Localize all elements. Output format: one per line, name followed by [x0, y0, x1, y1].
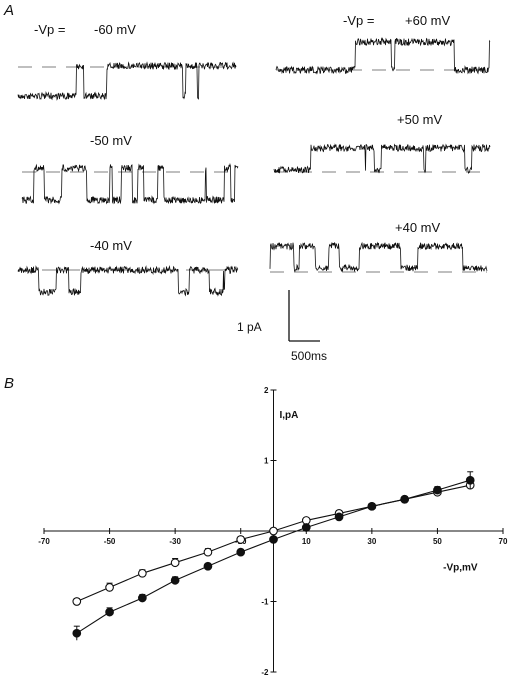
series-1-point: [269, 535, 278, 544]
series-1-point: [236, 547, 246, 557]
right-vp-prefix: -Vp =: [343, 13, 374, 28]
current-traces: [17, 37, 491, 297]
series-1-point: [170, 575, 180, 585]
panel-a-label: A: [3, 2, 14, 19]
x-tick-label: 50: [433, 537, 442, 546]
trace-right-2: [273, 143, 491, 174]
trace-left-2: [21, 162, 239, 205]
series-0-point: [236, 535, 246, 544]
trace-left-3: [17, 264, 239, 297]
series-1-point: [301, 523, 311, 532]
series-1-point: [105, 607, 114, 617]
y-tick-label: -1: [261, 598, 269, 607]
trace-label-right-2: +50 mV: [397, 112, 442, 127]
series-0-point: [72, 597, 82, 606]
series-0-point: [203, 547, 213, 557]
x-tick-label: -70: [38, 537, 50, 546]
trace-label-right-3: +40 mV: [395, 220, 440, 235]
series-0-point: [105, 583, 114, 592]
trace-label-left-1: -60 mV: [94, 22, 136, 37]
left-vp-prefix: -Vp =: [34, 22, 65, 37]
series-0-point: [301, 516, 311, 525]
trace-right-1: [275, 37, 491, 75]
y-tick-label: 1: [264, 457, 269, 466]
trace-label-right-1: +60 mV: [405, 13, 450, 28]
y-tick-label: -2: [261, 668, 269, 677]
trace-label-left-2: -50 mV: [90, 133, 132, 148]
trace-right-3: [269, 241, 488, 273]
x-tick-label: 70: [499, 537, 508, 546]
trace-label-left-3: -40 mV: [90, 238, 132, 253]
x-axis-title: -Vp,mV: [443, 562, 478, 573]
series-0-point: [269, 526, 278, 536]
series-1-point: [465, 475, 475, 485]
series-1-point: [334, 512, 344, 522]
panel-b-label: B: [4, 375, 14, 392]
series-1-point: [367, 501, 377, 511]
series-1-point: [72, 628, 82, 638]
series-0-point: [170, 558, 180, 568]
series-1-point: [203, 561, 213, 571]
series-0-point: [138, 568, 147, 578]
y-axis-title: I,pA: [280, 410, 299, 421]
scale-time-label: 500ms: [291, 349, 327, 363]
trace-left-1: [17, 61, 237, 101]
x-tick-label: -30: [169, 537, 181, 546]
x-tick-label: -50: [104, 537, 116, 546]
scale-current-label: 1 pA: [237, 320, 262, 334]
series-1-point: [138, 593, 147, 603]
series-1-point: [433, 485, 442, 495]
x-tick-label: 30: [367, 537, 376, 546]
y-tick-label: 2: [264, 386, 269, 395]
series-1-point: [400, 494, 409, 504]
x-tick-label: 10: [302, 537, 311, 546]
